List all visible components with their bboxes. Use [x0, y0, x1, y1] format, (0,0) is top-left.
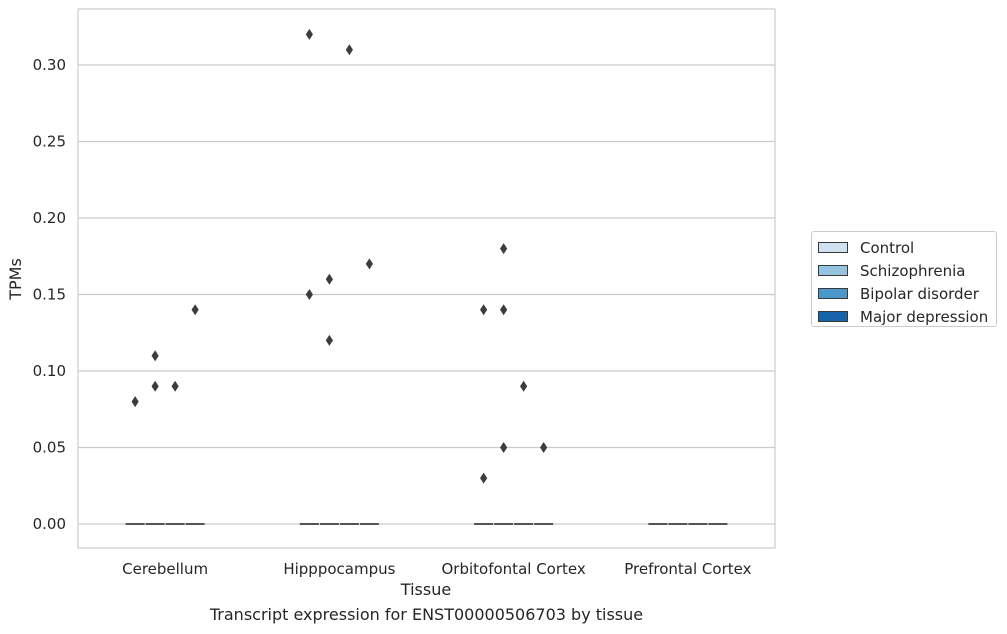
legend: Control Schizophrenia Bipolar disorder M…	[811, 231, 997, 327]
outlier-points	[131, 28, 548, 484]
chart-caption: Transcript expression for ENST0000050670…	[209, 605, 644, 624]
plot-frame	[77, 8, 776, 549]
y-tick-label: 0.10	[33, 362, 66, 380]
legend-label-major-depression: Major depression	[860, 307, 989, 326]
legend-item-control: Control	[818, 236, 996, 259]
legend-label-control: Control	[860, 238, 915, 257]
x-tick-label: Prefrontal Cortex	[624, 560, 751, 578]
outlier-point	[325, 334, 333, 346]
x-axis-label: Tissue	[400, 580, 451, 599]
outlier-point	[520, 380, 528, 392]
x-tick-label: Cerebellum	[122, 560, 208, 578]
x-tick-label: Hipppocampus	[283, 560, 395, 578]
outlier-point	[500, 442, 508, 453]
outlier-point	[480, 472, 488, 484]
outlier-point	[151, 350, 159, 362]
outlier-point	[191, 304, 199, 316]
outlier-point	[500, 243, 508, 255]
legend-item-major-depression: Major depression	[818, 305, 996, 328]
y-tick-label: 0.25	[33, 133, 66, 151]
x-tick-label: Orbitofontal Cortex	[442, 560, 586, 578]
outlier-point	[151, 380, 159, 392]
legend-label-schizophrenia: Schizophrenia	[860, 261, 966, 280]
legend-swatch-major-depression	[818, 311, 848, 322]
outlier-point	[480, 304, 488, 316]
x-tick-labels: Cerebellum Hipppocampus Orbitofontal Corte…	[122, 560, 751, 578]
y-tick-label: 0.15	[33, 286, 66, 304]
outlier-point	[540, 442, 548, 453]
y-tick-label: 0.00	[33, 515, 66, 533]
outlier-point	[131, 396, 139, 408]
outlier-point	[500, 304, 508, 316]
outlier-point	[325, 273, 333, 285]
y-tick-label: 0.05	[33, 439, 66, 457]
outlier-point	[305, 289, 313, 300]
plot-background	[78, 9, 775, 548]
outlier-point	[305, 28, 313, 40]
outlier-point	[345, 44, 353, 56]
legend-label-bipolar-disorder: Bipolar disorder	[860, 284, 979, 303]
legend-swatch-bipolar-disorder	[818, 288, 848, 299]
legend-item-schizophrenia: Schizophrenia	[818, 259, 996, 282]
legend-swatch-control	[818, 242, 848, 253]
outlier-point	[171, 380, 179, 392]
legend-swatch-schizophrenia	[818, 265, 848, 276]
y-tick-label: 0.20	[33, 209, 66, 227]
y-tick-labels: 0.00 0.05 0.10 0.15 0.20 0.25 0.30	[33, 56, 66, 533]
legend-item-bipolar-disorder: Bipolar disorder	[818, 282, 996, 305]
outlier-point	[365, 258, 373, 270]
y-axis-label: TPMs	[6, 258, 25, 301]
y-tick-label: 0.30	[33, 56, 66, 74]
